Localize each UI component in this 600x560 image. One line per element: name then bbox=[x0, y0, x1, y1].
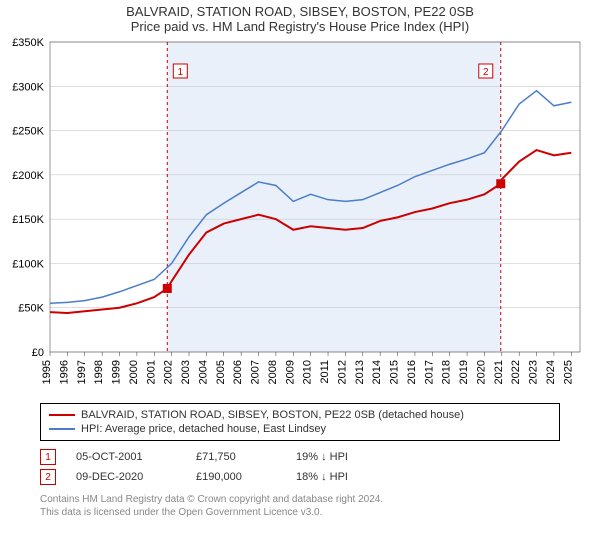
sale-row-1: 1 05-OCT-2001 £71,750 19% ↓ HPI bbox=[40, 447, 560, 467]
svg-text:2002: 2002 bbox=[163, 360, 175, 384]
sale-badge-2: 2 bbox=[40, 469, 56, 485]
svg-text:£350K: £350K bbox=[12, 37, 44, 49]
title-subtitle: Price paid vs. HM Land Registry's House … bbox=[0, 19, 600, 34]
svg-text:2024: 2024 bbox=[545, 360, 557, 384]
svg-text:1996: 1996 bbox=[58, 360, 70, 384]
svg-text:1999: 1999 bbox=[111, 360, 123, 384]
title-address: BALVRAID, STATION ROAD, SIBSEY, BOSTON, … bbox=[0, 4, 600, 19]
sale-pct-1: 19% ↓ HPI bbox=[296, 451, 348, 463]
legend-swatch-hpi bbox=[49, 428, 75, 430]
svg-text:£250K: £250K bbox=[12, 126, 44, 138]
svg-text:2016: 2016 bbox=[406, 360, 418, 384]
sale-price-2: £190,000 bbox=[196, 471, 276, 483]
svg-text:2013: 2013 bbox=[354, 360, 366, 384]
svg-text:2009: 2009 bbox=[284, 360, 296, 384]
svg-text:2006: 2006 bbox=[232, 360, 244, 384]
svg-text:2025: 2025 bbox=[562, 360, 574, 384]
svg-text:2012: 2012 bbox=[336, 360, 348, 384]
sale-row-2: 2 09-DEC-2020 £190,000 18% ↓ HPI bbox=[40, 467, 560, 487]
svg-text:£300K: £300K bbox=[12, 81, 44, 93]
sale-date-1: 05-OCT-2001 bbox=[76, 451, 176, 463]
svg-text:2015: 2015 bbox=[389, 360, 401, 384]
svg-text:2020: 2020 bbox=[475, 360, 487, 384]
svg-text:2021: 2021 bbox=[493, 360, 505, 384]
footer-line2: This data is licensed under the Open Gov… bbox=[40, 506, 560, 519]
svg-text:2007: 2007 bbox=[250, 360, 262, 384]
sale-pct-2: 18% ↓ HPI bbox=[296, 471, 348, 483]
svg-text:2003: 2003 bbox=[180, 360, 192, 384]
svg-text:2018: 2018 bbox=[441, 360, 453, 384]
svg-text:2014: 2014 bbox=[371, 360, 383, 384]
legend-swatch-property bbox=[49, 414, 75, 416]
svg-text:2005: 2005 bbox=[215, 360, 227, 384]
svg-text:2010: 2010 bbox=[302, 360, 314, 384]
legend: BALVRAID, STATION ROAD, SIBSEY, BOSTON, … bbox=[40, 403, 560, 441]
svg-text:2019: 2019 bbox=[458, 360, 470, 384]
svg-text:2004: 2004 bbox=[197, 360, 209, 384]
svg-text:2001: 2001 bbox=[145, 360, 157, 384]
svg-text:£200K: £200K bbox=[12, 170, 44, 182]
legend-label-hpi: HPI: Average price, detached house, East… bbox=[81, 423, 326, 435]
sale-badge-1: 1 bbox=[40, 449, 56, 465]
legend-row-hpi: HPI: Average price, detached house, East… bbox=[49, 422, 551, 436]
svg-text:£50K: £50K bbox=[18, 303, 44, 315]
svg-text:£150K: £150K bbox=[12, 214, 44, 226]
sale-price-1: £71,750 bbox=[196, 451, 276, 463]
svg-text:2011: 2011 bbox=[319, 360, 331, 384]
svg-text:2022: 2022 bbox=[510, 360, 522, 384]
legend-label-property: BALVRAID, STATION ROAD, SIBSEY, BOSTON, … bbox=[81, 409, 464, 421]
svg-text:2: 2 bbox=[483, 67, 489, 78]
svg-text:2008: 2008 bbox=[267, 360, 279, 384]
chart-area: £0 £50K £100K £150K £200K £250K £300K £350K 1995… bbox=[0, 34, 600, 397]
legend-row-property: BALVRAID, STATION ROAD, SIBSEY, BOSTON, … bbox=[49, 408, 551, 422]
sale-date-2: 09-DEC-2020 bbox=[76, 471, 176, 483]
line-chart: £0 £50K £100K £150K £200K £250K £300K £350K 1995… bbox=[0, 34, 600, 394]
sales-table: 1 05-OCT-2001 £71,750 19% ↓ HPI 2 09-DEC… bbox=[40, 447, 560, 487]
footer: Contains HM Land Registry data © Crown c… bbox=[40, 493, 560, 519]
svg-text:2000: 2000 bbox=[128, 360, 140, 384]
svg-text:1: 1 bbox=[178, 67, 184, 78]
svg-text:1995: 1995 bbox=[41, 360, 53, 384]
svg-text:1998: 1998 bbox=[93, 360, 105, 384]
svg-text:1997: 1997 bbox=[76, 360, 88, 384]
svg-text:2023: 2023 bbox=[528, 360, 540, 384]
svg-text:2017: 2017 bbox=[423, 360, 435, 384]
footer-line1: Contains HM Land Registry data © Crown c… bbox=[40, 493, 560, 506]
svg-text:£100K: £100K bbox=[12, 258, 44, 270]
title-block: BALVRAID, STATION ROAD, SIBSEY, BOSTON, … bbox=[0, 0, 600, 34]
svg-text:£0: £0 bbox=[32, 347, 44, 359]
